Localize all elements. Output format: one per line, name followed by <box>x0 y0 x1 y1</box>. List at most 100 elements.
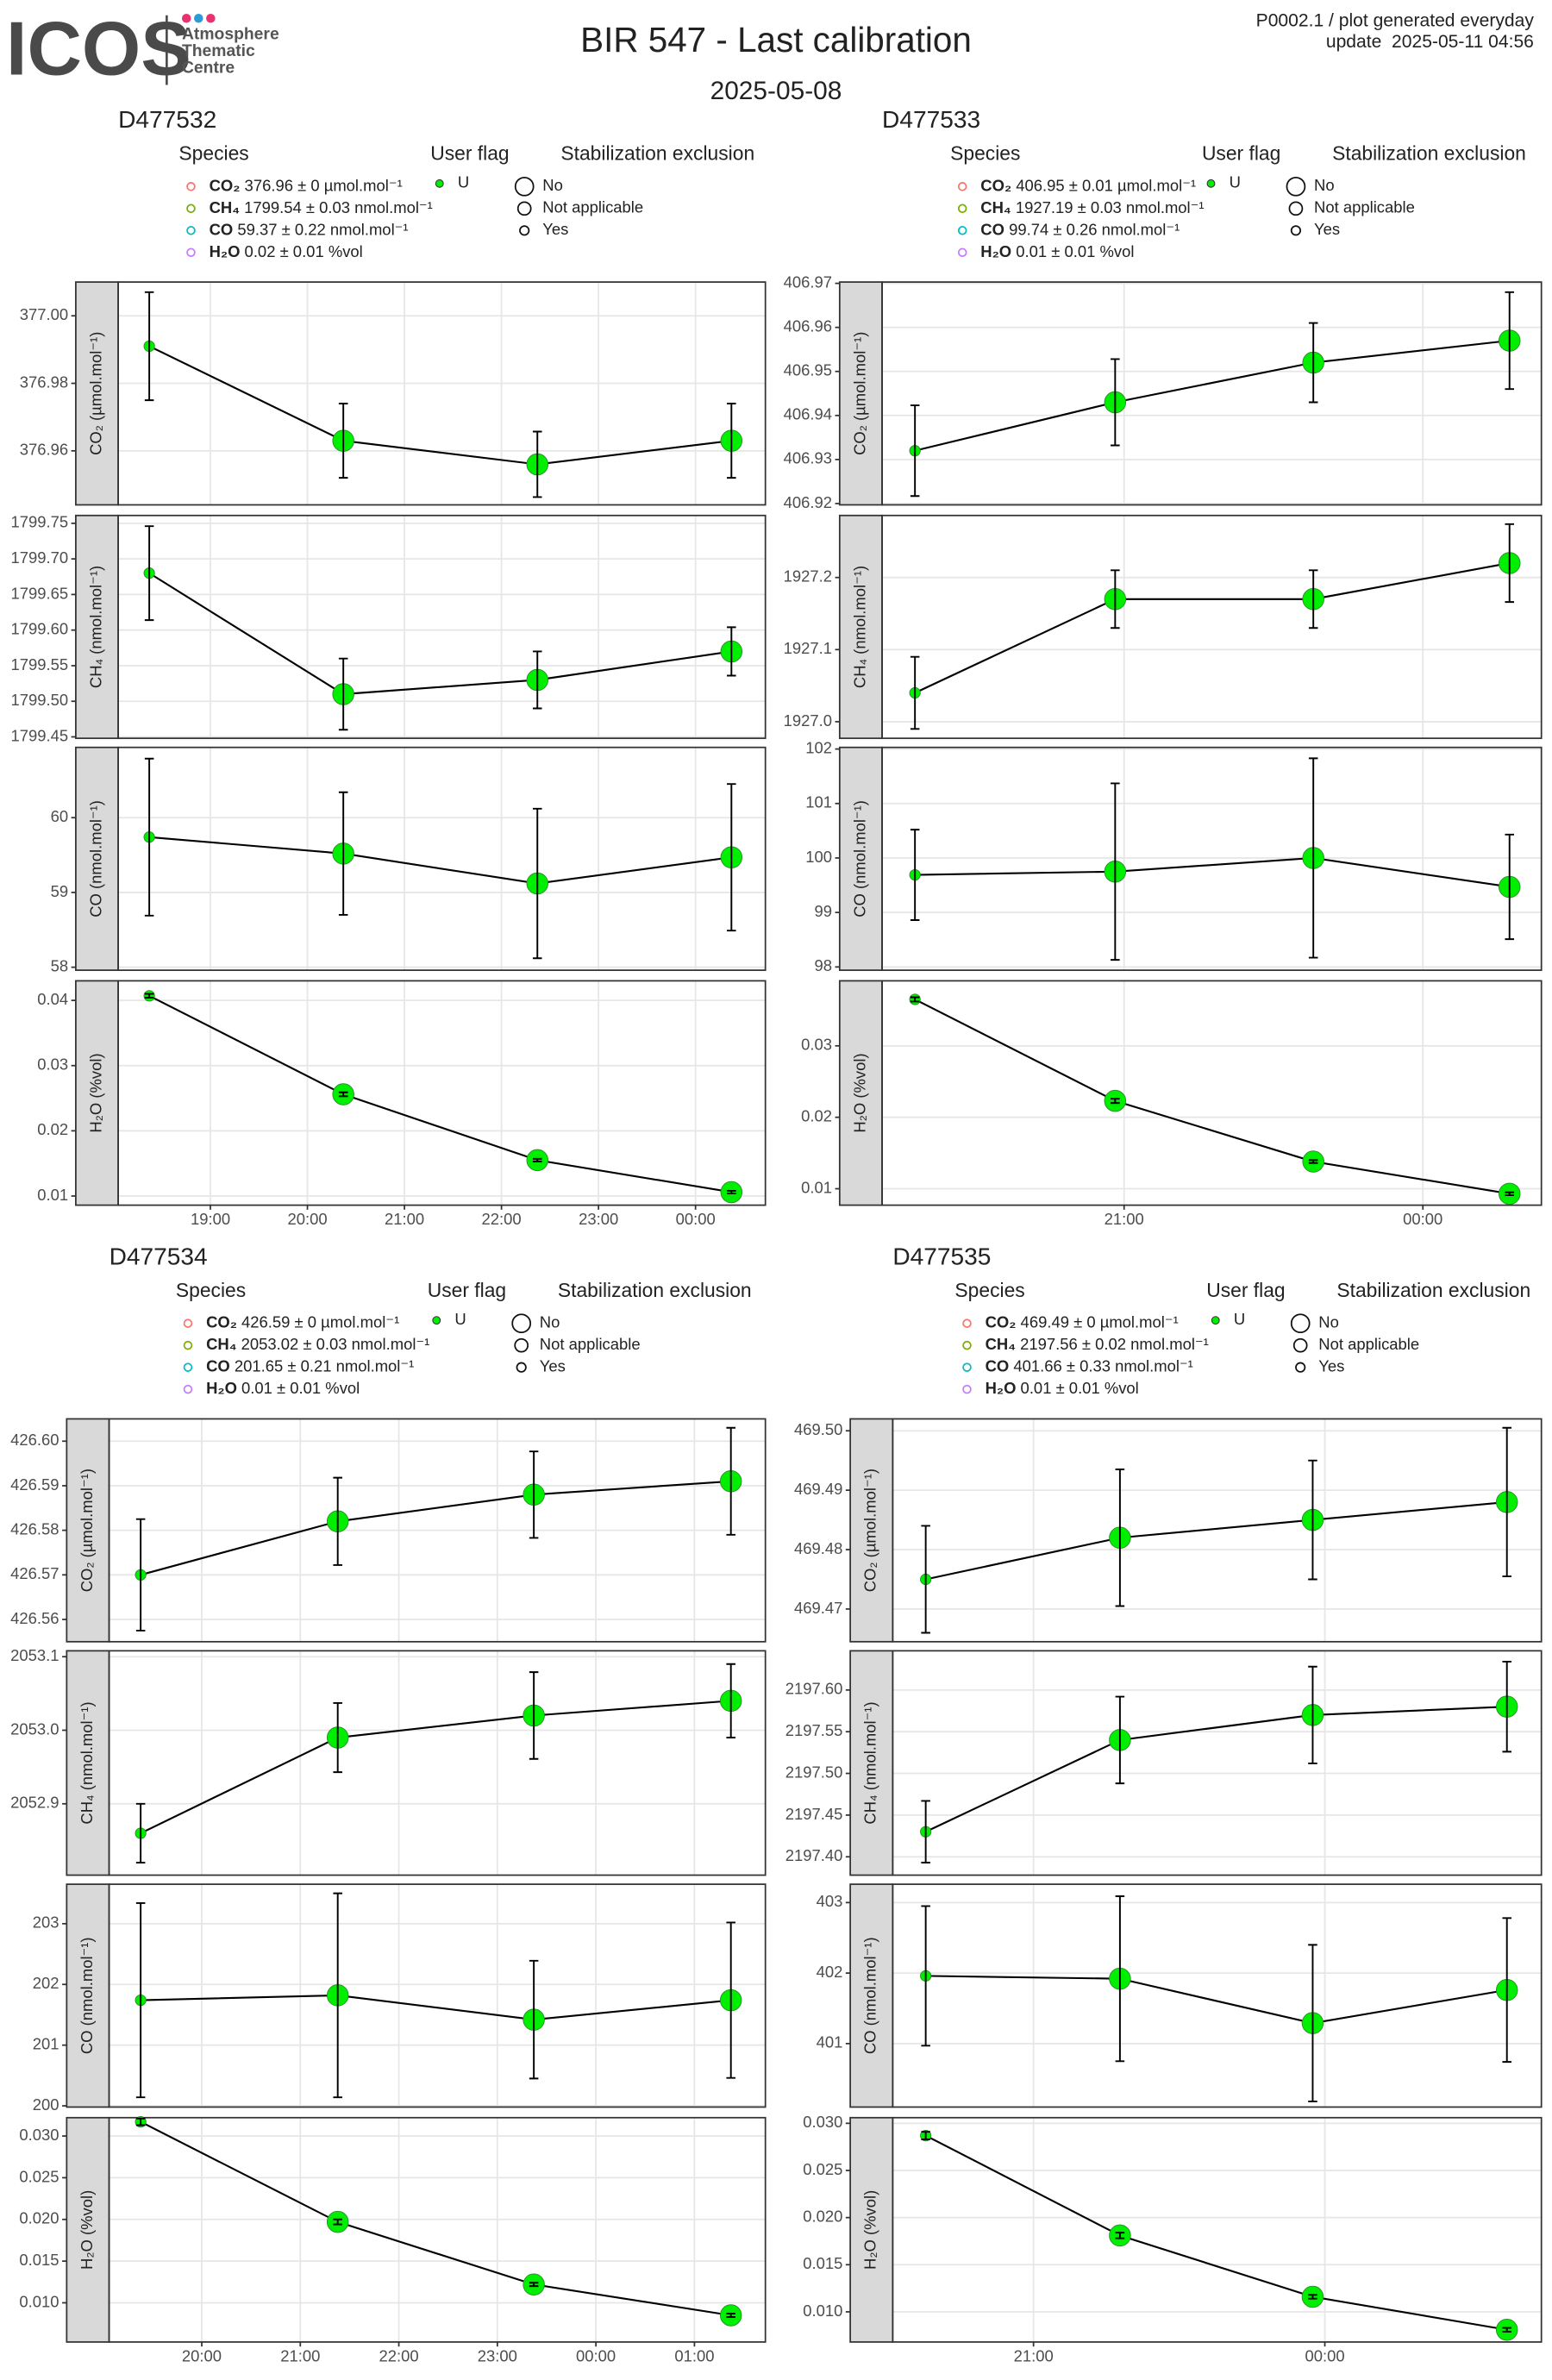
error-bar <box>1502 1917 1511 2064</box>
species-value: 2053.02 ± 0.03 nmol.mol⁻¹ <box>236 1335 429 1353</box>
species-name: CO <box>206 1357 230 1375</box>
y-axis-label: CO (nmol.mol⁻¹) <box>86 800 104 918</box>
y-tick-label: 0.025 <box>803 2160 842 2178</box>
series-line <box>140 2120 731 2317</box>
y-tick-label: 100 <box>805 848 832 866</box>
legend-swatch <box>432 1316 441 1325</box>
error-bar <box>910 996 920 1003</box>
error-bar <box>1308 1665 1317 1764</box>
error-bar <box>1115 1695 1125 1785</box>
strip <box>849 1418 894 1643</box>
error-bar <box>338 403 348 479</box>
series-line <box>148 345 732 466</box>
series-line <box>925 2134 1507 2331</box>
species-name: H₂O <box>980 242 1011 260</box>
error-bar <box>726 1921 735 2079</box>
y-tick-label: 1799.70 <box>10 548 68 567</box>
error-bar <box>1505 523 1515 604</box>
legend-swatch <box>183 1362 193 1372</box>
y-tick-label: 0.010 <box>803 2302 842 2320</box>
legend-title: User flag <box>428 1279 506 1301</box>
y-tick-label: 0.04 <box>37 990 68 1008</box>
series-line <box>141 1994 731 2021</box>
y-tick-label: 469.48 <box>794 1539 842 1557</box>
series-line <box>140 1700 731 1834</box>
plot-border <box>108 2116 767 2343</box>
y-tick-label: 203 <box>33 1913 59 1932</box>
y-tick-label: 1799.60 <box>10 620 68 638</box>
update: update 2025-05-11 04:56 <box>1326 32 1534 52</box>
error-bar <box>338 791 348 916</box>
legend-swatch <box>516 201 532 216</box>
error-bar <box>727 403 736 479</box>
species-name: H₂O <box>986 1379 1017 1397</box>
error-bar <box>1115 2232 1125 2239</box>
legend-entry: Not applicable <box>1318 1335 1419 1353</box>
error-bar <box>333 1476 342 1566</box>
y-axis-label: CO (nmol.mol⁻¹) <box>78 1937 96 2054</box>
species-name: CO₂ <box>206 1313 237 1331</box>
y-tick-label: 406.94 <box>784 405 832 423</box>
error-bar <box>1308 1944 1317 2102</box>
y-tick-label: 1927.0 <box>784 711 832 730</box>
error-bar <box>727 1189 736 1194</box>
error-bar <box>1308 1159 1318 1164</box>
legend-title: Species <box>950 141 1020 164</box>
y-tick-label: 58 <box>51 957 69 975</box>
x-tick-label: 23:00 <box>478 2346 517 2364</box>
y-tick-label: 426.60 <box>10 1431 59 1449</box>
y-tick-label: 2053.1 <box>10 1646 59 1664</box>
plot-area <box>892 2117 1542 2342</box>
y-tick-label: 2197.50 <box>785 1763 843 1781</box>
legend-entry: CH₄ 2197.56 ± 0.02 nmol.mol⁻¹ <box>986 1335 1209 1353</box>
error-bar <box>1505 833 1515 941</box>
error-bar <box>1308 757 1318 959</box>
y-tick-label: 2197.40 <box>785 1846 843 1864</box>
strip <box>849 2116 894 2343</box>
y-axis-label: H₂O (%vol) <box>861 2190 879 2270</box>
species-name: CO₂ <box>980 176 1011 194</box>
species-value: 99.74 ± 0.26 nmol.mol⁻¹ <box>1004 220 1180 238</box>
chart-title: D477533 <box>882 106 980 133</box>
plot-border <box>117 980 767 1206</box>
plot-area <box>882 282 1542 505</box>
y-tick-label: 0.025 <box>19 2167 59 2185</box>
error-bar <box>333 2218 342 2226</box>
legend-swatch <box>962 1318 972 1328</box>
legend-entry: H₂O 0.01 ± 0.01 %vol <box>206 1379 360 1397</box>
plot-area <box>118 980 766 1206</box>
species-value: 469.49 ± 0 µmol.mol⁻¹ <box>1016 1313 1178 1331</box>
subplot: 2052.9 2053.0 2053.1 CH₄ (nmol.mol⁻¹) <box>10 1646 767 1876</box>
x-tick-label: 21:00 <box>1105 1210 1144 1228</box>
error-bar <box>338 1091 348 1098</box>
legend-swatch <box>962 1362 972 1372</box>
y-tick-label: 0.015 <box>19 2251 59 2269</box>
error-bar <box>1111 1098 1120 1105</box>
series-line <box>148 994 732 1193</box>
error-bar <box>1111 782 1120 961</box>
error-bar <box>532 807 542 960</box>
subplot: 2197.40 2197.45 2197.50 2197.55 2197.60 CH₄ (… <box>785 1650 1543 1876</box>
y-axis-label: CO₂ (µmol.mol⁻¹) <box>850 332 868 455</box>
series-line <box>140 1480 731 1576</box>
plot-border <box>108 1418 767 1643</box>
legend-entry: U <box>1230 173 1241 191</box>
legend-swatch <box>516 1362 527 1373</box>
legend-swatch <box>962 1340 972 1350</box>
plot-border <box>881 514 1543 740</box>
error-bar <box>1308 569 1318 629</box>
error-bar <box>135 1901 146 2099</box>
legend-title: Stabilization exclusion <box>1332 141 1526 164</box>
logo-sub: Centre <box>182 59 235 77</box>
species-name: CH₄ <box>210 198 240 216</box>
strip <box>838 281 883 506</box>
legend-swatch <box>183 1384 193 1394</box>
logo-dot <box>206 13 216 23</box>
subplot: 401 402 403 CO (nmol.mol⁻¹) <box>817 1883 1543 2108</box>
chart-title: D477534 <box>110 1243 208 1270</box>
legend-entry: No <box>1314 176 1335 194</box>
legend-entry: CO 99.74 ± 0.26 nmol.mol⁻¹ <box>980 220 1180 238</box>
legend-entry: Yes <box>542 220 568 238</box>
